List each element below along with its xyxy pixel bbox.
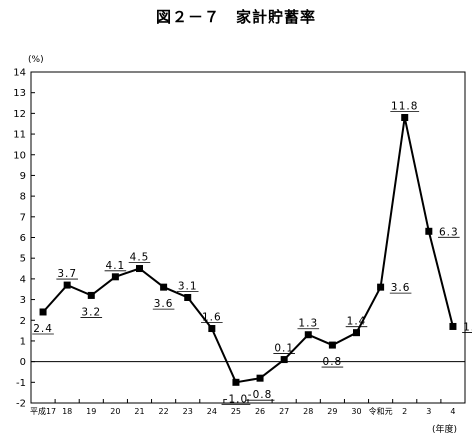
chart-title: 図２－７ 家計貯蓄率 — [155, 8, 316, 26]
x-tick-label: 20 — [110, 407, 120, 416]
data-label: 11.8 — [391, 101, 418, 113]
data-label: 1.6 — [202, 312, 222, 324]
y-tick-label: 12 — [13, 109, 26, 120]
x-tick-label: 令和元 — [369, 406, 393, 416]
x-tick-label: 18 — [62, 407, 72, 416]
data-point-marker — [401, 114, 409, 122]
y-tick-label: 1 — [20, 336, 26, 347]
data-label: 3.1 — [178, 280, 198, 292]
data-label: 3.6 — [154, 298, 174, 310]
data-label: 2.4 — [33, 323, 53, 335]
data-label: 6.3 — [439, 226, 459, 238]
x-tick-label: 22 — [159, 407, 169, 416]
data-point-marker — [232, 378, 240, 386]
y-tick-label: 7 — [20, 212, 26, 223]
data-point-marker — [63, 281, 71, 289]
data-point-marker — [280, 356, 288, 364]
data-label: 4.5 — [130, 252, 150, 264]
data-label: 1.3 — [298, 318, 318, 330]
y-tick-label: 11 — [13, 130, 26, 141]
data-point-marker — [256, 374, 264, 382]
x-tick-label: 27 — [279, 407, 289, 416]
data-point-marker — [184, 293, 192, 301]
data-point-marker — [136, 265, 143, 273]
y-tick-label: 6 — [20, 233, 26, 244]
x-tick-label: 28 — [303, 407, 313, 416]
data-point-marker — [304, 331, 312, 339]
data-label: 3.7 — [57, 268, 77, 280]
x-tick-label: 3 — [426, 407, 431, 416]
data-point-marker — [87, 291, 95, 299]
data-point-marker — [111, 273, 119, 281]
data-point-marker — [425, 227, 433, 235]
data-point-marker — [208, 325, 216, 333]
data-label: -1.0 — [224, 393, 249, 405]
y-tick-label: 10 — [13, 150, 26, 161]
data-label: 3.6 — [391, 282, 411, 294]
x-tick-label: 23 — [183, 407, 193, 416]
data-label: -0.8 — [248, 389, 273, 401]
plot-frame — [30, 71, 466, 404]
data-label: 1.4 — [347, 316, 367, 328]
y-tick-label: 2 — [20, 316, 26, 327]
data-point-marker — [449, 322, 457, 330]
y-tick-label: 14 — [13, 68, 26, 79]
y-tick-label: 4 — [20, 274, 26, 285]
y-tick-label: 9 — [20, 171, 26, 182]
x-tick-label: 25 — [231, 407, 241, 416]
y-axis-unit: (%) — [28, 55, 44, 65]
x-tick-label: 30 — [351, 407, 361, 416]
y-tick-label: 3 — [20, 295, 26, 306]
x-tick-label: 平成17 — [30, 406, 56, 416]
data-label: 3.2 — [81, 306, 101, 318]
y-tick-label: 5 — [20, 254, 26, 265]
x-tick-label: 29 — [327, 407, 337, 416]
x-tick-label: 4 — [450, 407, 455, 416]
data-label: 0.8 — [323, 356, 343, 368]
x-axis-unit: (年度) — [432, 423, 457, 435]
data-point-marker — [160, 283, 168, 291]
data-label: 0.1 — [274, 343, 294, 355]
data-label: 4.1 — [106, 260, 126, 272]
y-tick-label: -1 — [16, 378, 26, 389]
y-tick-label: -2 — [16, 399, 26, 410]
x-tick-label: 19 — [86, 407, 96, 416]
y-tick-label: 0 — [20, 357, 26, 368]
data-point-marker — [353, 329, 360, 337]
data-label: 1.7 — [463, 321, 472, 333]
y-tick-label: 8 — [20, 192, 26, 203]
data-point-marker — [39, 308, 47, 316]
series-line — [42, 117, 454, 384]
x-tick-label: 26 — [255, 407, 265, 416]
data-point-marker — [377, 283, 385, 291]
x-tick-label: 21 — [134, 407, 144, 416]
y-tick-label: 13 — [13, 88, 26, 99]
data-point-marker — [328, 341, 336, 349]
x-tick-label: 24 — [207, 407, 217, 416]
x-tick-label: 2 — [402, 407, 407, 416]
